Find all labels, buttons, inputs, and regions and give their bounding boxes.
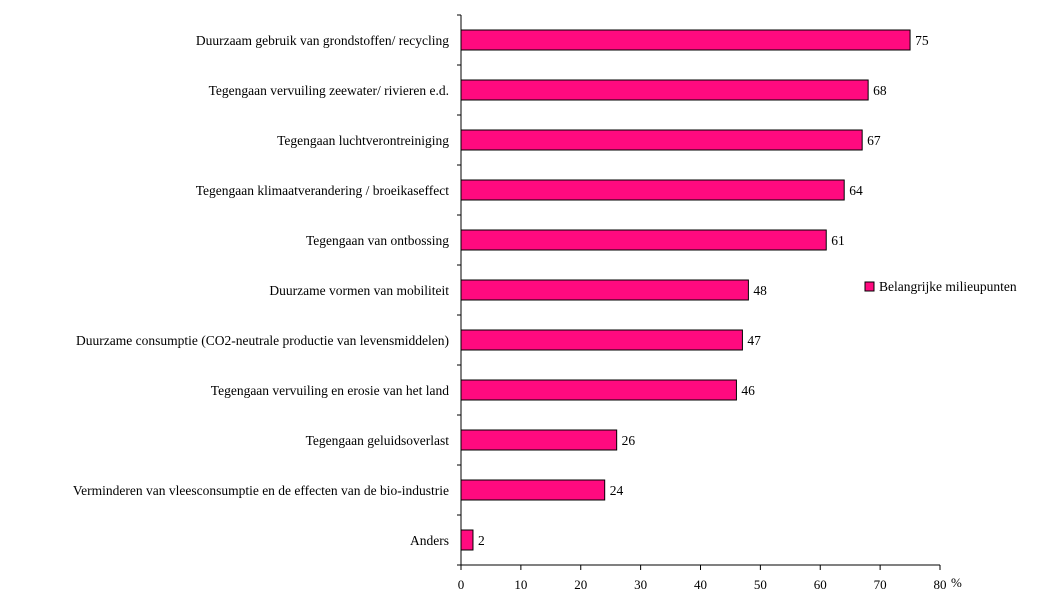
category-label: Tegengaan van ontbossing (306, 233, 449, 248)
data-label: 46 (741, 383, 755, 398)
category-label: Verminderen van vleesconsumptie en de ef… (73, 483, 449, 498)
data-labels: 75 68 67 64 61 48 47 46 26 24 2 (478, 33, 929, 548)
x-tick-label: 0 (458, 577, 465, 591)
bar (460, 129, 863, 151)
data-label: 48 (753, 283, 767, 298)
data-label: 75 (915, 33, 929, 48)
x-tick-label: 40 (694, 577, 707, 591)
bar (460, 29, 911, 51)
x-tick-label: 60 (814, 577, 827, 591)
x-tick-label: 50 (754, 577, 767, 591)
bar (460, 279, 749, 301)
category-label: Tegengaan klimaatverandering / broeikase… (196, 183, 450, 198)
legend: Belangrijke milieupunten (864, 279, 1017, 294)
bar (460, 229, 827, 251)
bar (460, 329, 743, 351)
bar (460, 479, 606, 501)
category-label: Tegengaan geluidsoverlast (306, 433, 450, 448)
category-label: Tegengaan vervuiling en erosie van het l… (211, 383, 449, 398)
data-label: 64 (849, 183, 863, 198)
data-label: 24 (610, 483, 624, 498)
x-axis-unit-label: % (951, 575, 962, 590)
bar (460, 179, 845, 201)
data-label: 2 (478, 533, 485, 548)
category-label: Duurzame consumptie (CO2-neutrale produc… (76, 333, 449, 348)
x-tick-label: 70 (874, 577, 887, 591)
data-label: 47 (747, 333, 761, 348)
bar (460, 429, 618, 451)
data-label: 61 (831, 233, 845, 248)
category-label: Duurzame vormen van mobiliteit (269, 283, 449, 298)
category-labels: Duurzaam gebruik van grondstoffen/ recyc… (73, 33, 449, 548)
category-label: Duurzaam gebruik van grondstoffen/ recyc… (196, 33, 449, 48)
category-label: Anders (410, 533, 449, 548)
bar (460, 379, 737, 401)
bars (460, 29, 911, 551)
x-tick-label: 30 (634, 577, 647, 591)
axis-layer: 0 10 20 30 40 50 60 70 80 (457, 14, 947, 591)
legend-swatch (864, 281, 875, 292)
data-label: 67 (867, 133, 881, 148)
bar (460, 79, 869, 101)
x-tick-label: 80 (934, 577, 947, 591)
data-label: 26 (622, 433, 636, 448)
bar (460, 529, 474, 551)
category-label: Tegengaan luchtverontreiniging (277, 133, 449, 148)
category-label: Tegengaan vervuiling zeewater/ rivieren … (209, 83, 449, 98)
legend-label: Belangrijke milieupunten (879, 279, 1017, 294)
data-label: 68 (873, 83, 887, 98)
x-tick-label: 20 (574, 577, 587, 591)
x-tick-label: 10 (514, 577, 527, 591)
